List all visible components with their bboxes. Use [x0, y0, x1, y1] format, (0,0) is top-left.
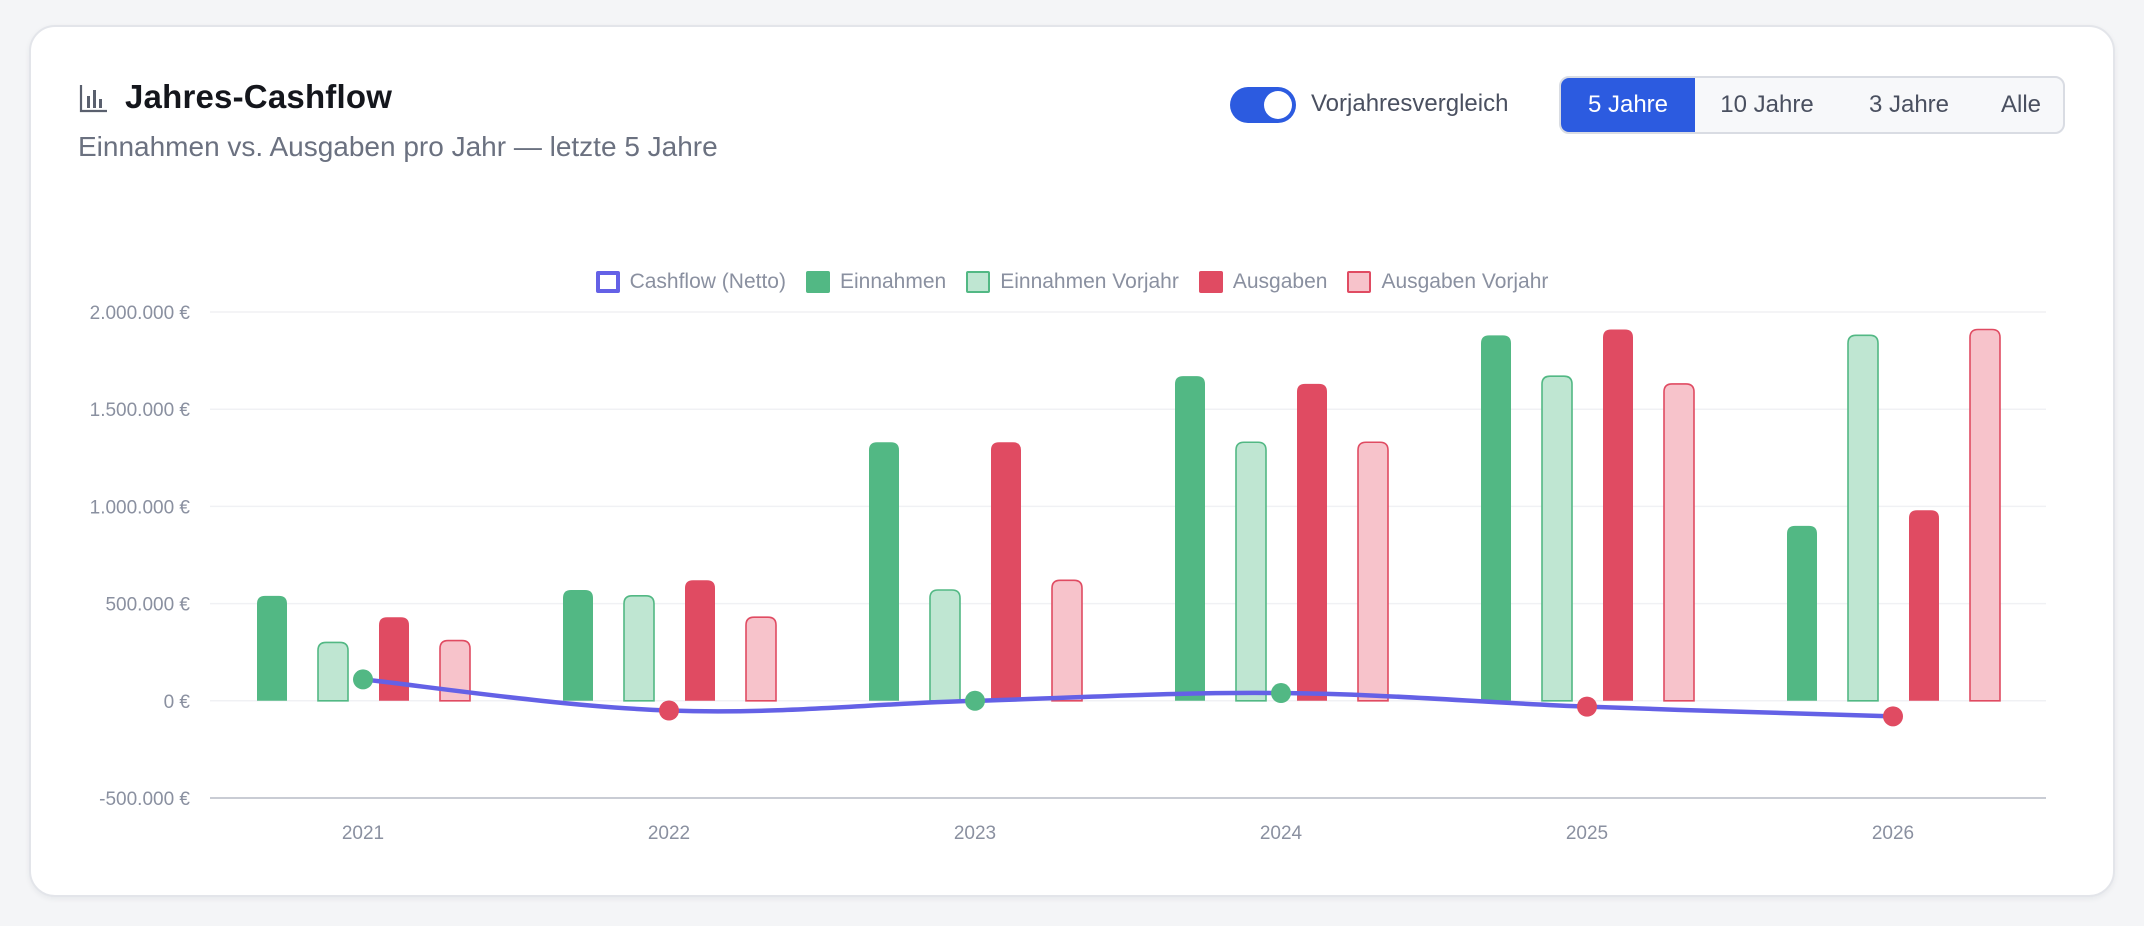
bar-einnahmen: [563, 589, 593, 701]
toggle-knob: [1264, 91, 1292, 119]
x-tick-label: 2022: [648, 823, 690, 844]
cashflow-point: [353, 669, 373, 690]
bar-ausgaben-vorjahr: [1357, 441, 1389, 702]
legend-item-expense-prev[interactable]: Ausgaben Vorjahr: [1347, 270, 1548, 294]
chart-legend: Cashflow (Netto) Einnahmen Einnahmen Vor…: [0, 268, 2144, 296]
chart-subtitle: Einnahmen vs. Ausgaben pro Jahr — letzte…: [78, 131, 718, 162]
chart-title: Jahres-Cashflow: [125, 78, 393, 115]
bar-einnahmen: [869, 442, 899, 701]
legend-item-income-prev[interactable]: Einnahmen Vorjahr: [966, 270, 1179, 294]
cashflow-point: [1271, 683, 1291, 704]
x-tick-label: 2021: [342, 823, 384, 844]
y-tick-label: 500.000 €: [105, 595, 190, 616]
bar-ausgaben-vorjahr: [1051, 579, 1083, 702]
legend-swatch-expense-prev: [1347, 271, 1372, 293]
x-tick-label: 2023: [954, 823, 996, 844]
legend-label-expense: Ausgaben: [1232, 270, 1328, 293]
legend-swatch-income-prev: [966, 271, 991, 293]
bar-einnahmen: [257, 595, 287, 701]
y-tick-label: 2.000.000 €: [90, 303, 191, 324]
bar-ausgaben: [1909, 510, 1939, 701]
legend-item-cashflow[interactable]: Cashflow (Netto): [595, 270, 786, 294]
y-tick-label: 0 €: [164, 692, 191, 713]
bar-ausgaben-vorjahr: [1663, 383, 1695, 702]
legend-label-income-prev: Einnahmen Vorjahr: [1000, 270, 1179, 293]
bar-einnahmen-vorjahr: [1541, 375, 1573, 702]
bar-einnahmen: [1787, 525, 1817, 701]
range-selector: 5 Jahre 10 Jahre 3 Jahre Alle: [1559, 76, 2065, 134]
legend-item-expense[interactable]: Ausgaben: [1198, 270, 1328, 294]
bar-ausgaben: [1297, 383, 1327, 701]
compare-toggle[interactable]: [1230, 87, 1296, 123]
bar-ausgaben-vorjahr: [1969, 328, 2001, 702]
bar-ausgaben: [685, 580, 715, 701]
cashflow-line: [360, 677, 1896, 719]
y-tick-label: 1.000.000 €: [90, 497, 191, 518]
bar-einnahmen: [1175, 376, 1205, 701]
legend-swatch-income: [805, 271, 830, 293]
bar-einnahmen-vorjahr: [623, 595, 655, 702]
y-tick-label: 1.500.000 €: [90, 400, 191, 421]
cashflow-point: [659, 700, 679, 721]
range-button-5-years[interactable]: 5 Jahre: [1561, 78, 1695, 132]
cashflow-card: [29, 25, 2115, 897]
bar-einnahmen-vorjahr: [317, 641, 349, 702]
range-button-10-years[interactable]: 10 Jahre: [1720, 91, 1814, 118]
legend-swatch-expense: [1198, 271, 1223, 293]
range-button-all[interactable]: Alle: [2000, 91, 2042, 118]
legend-label-cashflow: Cashflow (Netto): [629, 270, 786, 293]
bar-chart-icon: [79, 85, 107, 113]
x-tick-label: 2025: [1566, 823, 1608, 844]
bar-einnahmen: [1481, 335, 1511, 701]
legend-label-expense-prev: Ausgaben Vorjahr: [1381, 270, 1549, 293]
legend-swatch-cashflow: [595, 271, 620, 293]
range-button-3-years[interactable]: 3 Jahre: [1868, 91, 1950, 118]
bar-ausgaben: [1603, 329, 1633, 701]
bar-ausgaben-vorjahr: [745, 616, 777, 702]
cashflow-point: [1883, 706, 1903, 727]
cashflow-point: [1577, 696, 1597, 717]
bar-einnahmen-vorjahr: [1847, 334, 1879, 702]
bar-ausgaben-vorjahr: [439, 639, 471, 702]
cashflow-point: [965, 690, 985, 711]
legend-item-income[interactable]: Einnahmen: [805, 270, 947, 294]
bar-einnahmen-vorjahr: [1235, 441, 1267, 702]
compare-toggle-label: Vorjahresvergleich: [1311, 90, 1509, 117]
y-tick-label: -500.000 €: [99, 789, 190, 810]
x-tick-label: 2026: [1872, 823, 1914, 844]
bar-ausgaben: [379, 617, 409, 701]
bar-einnahmen-vorjahr: [929, 589, 961, 702]
bar-ausgaben: [991, 442, 1021, 701]
x-tick-label: 2024: [1260, 823, 1303, 844]
legend-label-income: Einnahmen: [839, 270, 947, 293]
